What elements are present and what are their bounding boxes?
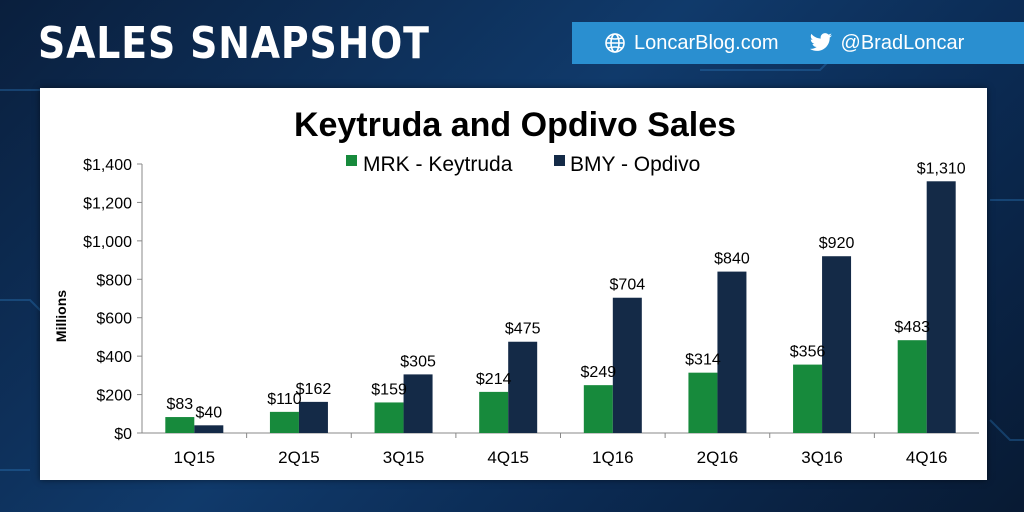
website-text: LoncarBlog.com [634,31,779,54]
x-category-label: 4Q15 [487,448,529,467]
data-label-keytruda: $356 [790,344,826,361]
x-category-label: 3Q16 [801,448,843,467]
bar-keytruda [583,385,613,433]
twitter-link[interactable]: @BradLoncar [809,31,965,55]
data-label-keytruda: $214 [476,371,512,388]
bar-opdivo [403,374,433,433]
chart-legend: MRK - Keytruda BMY - Opdivo [346,153,700,176]
data-label-keytruda: $83 [166,396,193,413]
header-links-bar: LoncarBlog.com @BradLoncar [572,22,1024,64]
x-category-label: 1Q15 [174,448,216,467]
bar-opdivo [194,425,224,433]
y-tick-label: $800 [96,272,132,289]
data-label-keytruda: $483 [894,319,930,336]
x-category-label: 4Q16 [906,448,948,467]
twitter-handle-text: @BradLoncar [840,31,965,54]
legend-label-keytruda: MRK - Keytruda [363,153,513,176]
y-tick-label: $200 [96,388,132,405]
data-label-opdivo: $475 [505,321,541,338]
bar-chart: Keytruda and Opdivo Sales MRK - Keytruda… [53,106,979,467]
bar-keytruda [374,402,404,433]
y-tick-label: $400 [96,349,132,366]
y-axis-label: Millions [53,290,69,342]
bar-keytruda [793,364,823,433]
website-link[interactable]: LoncarBlog.com [604,32,779,55]
data-label-opdivo: $1,310 [917,160,966,177]
x-category-label: 1Q16 [592,448,634,467]
data-label-keytruda: $314 [685,352,721,369]
bar-opdivo [508,341,538,433]
data-label-keytruda: $159 [371,381,407,398]
data-label-opdivo: $40 [195,404,222,421]
y-tick-label: $1,200 [83,195,132,212]
bar-keytruda [688,372,718,433]
data-label-opdivo: $704 [610,277,646,294]
y-tick-label: $1,000 [83,234,132,251]
chart-title: Keytruda and Opdivo Sales [294,106,736,144]
x-category-label: 2Q16 [697,448,739,467]
data-label-keytruda: $249 [581,364,617,381]
bar-keytruda [165,417,195,433]
bar-opdivo [926,181,956,433]
globe-icon [605,33,625,53]
x-category-label: 3Q15 [383,448,425,467]
bar-keytruda [479,391,509,433]
chart-panel: Keytruda and Opdivo Sales MRK - Keytruda… [40,88,987,480]
bar-opdivo [612,297,642,433]
y-tick-label: $1,400 [83,157,132,174]
data-label-opdivo: $840 [714,251,750,268]
bar-opdivo [822,256,852,433]
bar-opdivo [717,271,747,433]
y-tick-label: $0 [114,426,132,443]
twitter-bird-icon [809,33,832,51]
data-label-opdivo: $305 [400,353,436,370]
x-category-label: 2Q15 [278,448,320,467]
y-tick-label: $600 [96,311,132,328]
data-label-keytruda: $110 [267,391,302,408]
data-label-opdivo: $920 [819,235,855,252]
legend-swatch-keytruda [346,155,357,166]
bar-keytruda [269,411,299,433]
bar-keytruda [897,340,927,433]
page-title: SALES SNAPSHOT [38,18,430,69]
bar-opdivo [298,401,328,433]
legend-swatch-opdivo [554,155,565,166]
data-label-opdivo: $162 [296,381,332,398]
legend-label-opdivo: BMY - Opdivo [570,153,700,176]
